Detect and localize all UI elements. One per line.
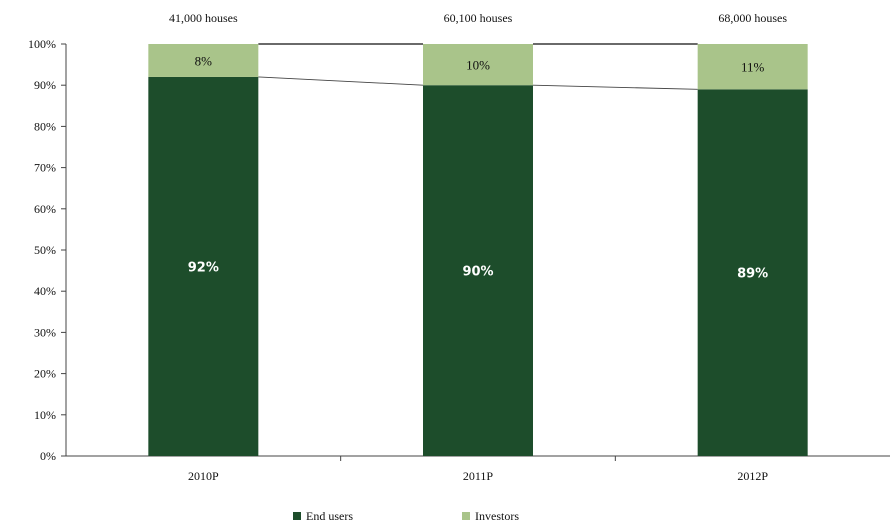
y-tick-label: 40% (34, 284, 56, 298)
bars (148, 44, 808, 457)
legend-label: End users (306, 509, 353, 523)
bar-end-users (148, 76, 259, 457)
x-tick-label: 2010P (188, 469, 219, 483)
series-lines (258, 43, 698, 90)
data-label-end-users: 92% (188, 260, 219, 275)
y-tick-label: 90% (34, 78, 56, 92)
total-label: 41,000 houses (169, 11, 238, 25)
legend-swatch (293, 512, 301, 520)
x-tick-label: 2011P (463, 469, 494, 483)
data-label-investors: 11% (741, 60, 765, 75)
data-label-end-users: 89% (737, 267, 768, 282)
x-tick-label: 2012P (737, 469, 768, 483)
y-tick-label: 100% (28, 37, 56, 51)
bar-investors (423, 44, 533, 86)
data-label-end-users: 90% (462, 265, 493, 280)
y-tick-label: 70% (34, 161, 56, 175)
y-tick-label: 30% (34, 325, 56, 339)
data-label-investors: 10% (466, 58, 490, 73)
y-tick-label: 10% (34, 408, 56, 422)
data-label-investors: 8% (195, 53, 213, 68)
legend-label: Investors (475, 509, 519, 523)
y-tick-label: 80% (34, 119, 56, 133)
bar-investors (697, 44, 808, 90)
axes: 0% 10% 20% 30% 40% 50% 60% 70% 80% 90% 100% (28, 37, 890, 463)
legend-swatch (462, 512, 470, 520)
legend: End users Investors (293, 509, 519, 523)
bar-end-users (697, 89, 808, 456)
total-label: 68,000 houses (718, 11, 787, 25)
y-tick-label: 20% (34, 367, 56, 381)
labels: 2010P 2011P 2012P 92% 8% 41,000 houses 90% 10% 6… (169, 11, 787, 483)
y-tick-label: 0% (40, 449, 56, 463)
series-line-boundary (532, 84, 698, 90)
total-label: 60,100 houses (444, 11, 513, 25)
y-tick-label: 50% (34, 243, 56, 257)
y-tick-label: 60% (34, 202, 56, 216)
series-line-boundary (258, 76, 424, 86)
bar-investors (148, 44, 259, 77)
bar-end-users (423, 85, 533, 456)
